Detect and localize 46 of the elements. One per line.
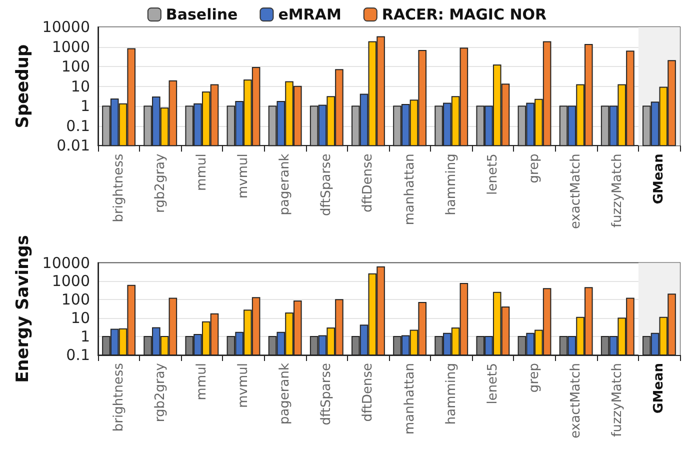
legend-label: eMRAM (278, 6, 342, 24)
x-tick-label: fuzzyMatch (610, 154, 626, 228)
x-tick-label: fuzzyMatch (610, 363, 626, 437)
legend-label: Baseline (166, 6, 238, 24)
y-tick-label: 10000 (42, 254, 90, 272)
x-tick-label: mmul (194, 154, 210, 191)
x-tick-label: rgb2gray (152, 153, 168, 213)
x-tick-label: rgb2gray (152, 362, 168, 422)
x-tick-label: dftDense (360, 154, 376, 212)
x-tick-label: mvmul (236, 363, 251, 408)
x-tick-label: exactMatch (568, 363, 584, 438)
y-tick-label: 1000 (52, 38, 90, 56)
y-tick-label: 100 (61, 58, 90, 76)
x-tick-label: dftSparse (319, 363, 334, 426)
x-tick-label: manhattan (402, 363, 418, 434)
x-tick-label: manhattan (402, 154, 418, 226)
x-tick-label: pagerank (278, 153, 293, 216)
x-tick-label: dftDense (360, 363, 376, 422)
y-tick-label: 0.1 (66, 346, 90, 364)
y-tick-label: 1 (80, 97, 90, 116)
y-tick-label: 10 (70, 77, 90, 96)
x-tick-label: hamming (444, 154, 459, 216)
x-tick-label: exactMatch (568, 154, 584, 230)
x-tick-label: dftSparse (319, 154, 334, 216)
x-tick-label: mvmul (236, 154, 251, 199)
y-tick-label: 1000 (52, 272, 90, 290)
y-axis-title: Energy Savings (12, 235, 33, 383)
y-tick-label: 0.01 (56, 136, 90, 155)
x-tick-label: mmul (194, 363, 210, 400)
x-tick-label: lenet5 (485, 363, 500, 404)
y-axis-title: Speedup (12, 44, 33, 128)
x-tick-label: brightness (111, 153, 126, 222)
x-tick-label: lenet5 (485, 154, 500, 195)
x-tick-label: hamming (444, 363, 459, 425)
legend-label: RACER: MAGIC NOR (382, 6, 548, 24)
y-tick-label: 10 (70, 309, 90, 328)
x-tick-label: grep (527, 154, 542, 184)
y-tick-label: 100 (61, 290, 90, 309)
x-tick-label: brightness (111, 362, 126, 432)
y-tick-label: 10000 (42, 18, 90, 36)
y-tick-label: 0.1 (66, 116, 90, 135)
x-tick-label: grep (527, 363, 542, 393)
x-tick-label: pagerank (278, 362, 293, 425)
x-tick-label: GMean (652, 154, 667, 204)
x-tick-label: GMean (652, 363, 667, 414)
y-tick-label: 1 (80, 328, 90, 346)
